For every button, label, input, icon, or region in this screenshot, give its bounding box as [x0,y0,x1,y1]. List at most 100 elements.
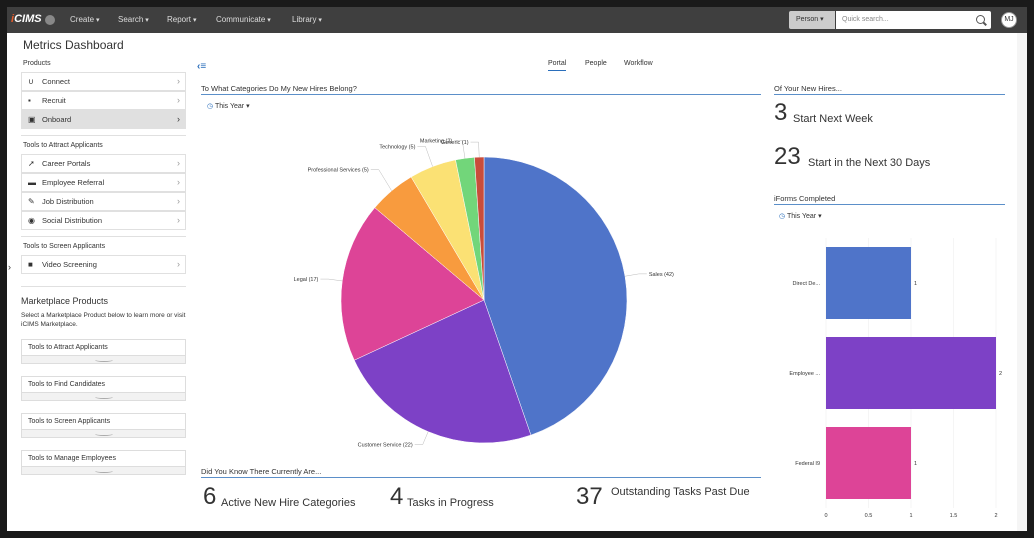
sidebar-divider [21,236,186,237]
iforms-period-select[interactable]: This Year [779,212,822,220]
stat-30-days-num: 23 [774,143,801,170]
x-tick-label: 0 [824,513,827,519]
pie-leader-line [470,141,480,158]
broadcast-icon: ◉ [28,216,35,225]
globe-icon[interactable] [45,15,55,25]
chevron-right-icon: › [177,215,180,225]
collapse-menu-icon[interactable]: ‹≡ [197,61,207,72]
expand-toggle[interactable] [22,392,185,400]
did-you-know-title: Did You Know There Currently Are... [201,467,322,476]
quick-search-placeholder: Quick search... [842,16,889,23]
stat-overdue-num: 37 [576,483,603,510]
users-icon: ▬ [28,178,36,187]
new-hires-title: Of Your New Hires... [774,84,842,93]
app-window: iCIMS Create Search Report Communicate L… [7,7,1027,531]
tab-people[interactable]: People [585,60,607,67]
pin-icon: ✎ [28,197,35,206]
pie-slice[interactable] [474,156,485,301]
stat-next-week-num: 3 [774,99,788,126]
section-divider [774,94,1005,95]
pie-leader-line [624,273,647,277]
expand-toggle[interactable] [22,466,185,474]
pie-leader-line [370,169,392,191]
new-hire-categories-pie: Sales (42) Customer Service (22) Legal (17… [294,138,674,449]
sidebar-item-recruit[interactable]: ▪ Recruit › [21,91,186,110]
iforms-bar-chart: 0 0.5 1 1.5 2 Direct De... 1 Employee ... 2 Feder… [789,238,1002,519]
chevron-right-icon: › [177,95,180,105]
top-nav: iCIMS Create Search Report Communicate L… [7,7,1027,33]
chevron-right-icon: › [177,158,180,168]
expand-toggle[interactable] [22,355,185,363]
pie-label: Legal (17) [294,277,319,283]
nav-report[interactable]: Report [167,15,196,24]
quick-search-input[interactable]: Quick search... [836,11,991,29]
bar[interactable] [826,247,911,319]
marketplace-item[interactable]: Tools to Manage Employees [21,450,186,475]
x-tick-label: 2 [994,513,997,519]
pie-leader-line [320,278,343,282]
sidebar-item-connect[interactable]: ∪ Connect › [21,72,186,91]
nav-search[interactable]: Search [118,15,149,24]
stat-categories-label: Active New Hire Categories [221,497,356,509]
marketplace-item[interactable]: Tools to Attract Applicants [21,339,186,364]
chevron-right-icon: › [177,177,180,187]
x-tick-label: 0.5 [865,513,873,519]
pie-leader-line [454,140,466,159]
icims-logo[interactable]: iCIMS [11,13,42,25]
sidebar-item-social-distribution[interactable]: ◉ Social Distribution › [21,211,186,230]
attract-header: Tools to Attract Applicants [23,142,103,149]
stat-tasks-label: Tasks in Progress [407,497,494,509]
sidebar-expand-icon[interactable]: › [8,262,11,272]
pie-leader-line [414,431,429,445]
pie-section-title: To What Categories Do My New Hires Belon… [201,84,357,93]
nav-create[interactable]: Create [70,15,99,24]
nav-library[interactable]: Library [292,15,322,24]
scrollbar[interactable] [1017,33,1027,531]
avatar[interactable]: MJ [1001,12,1017,28]
stat-overdue-label: Outstanding Tasks Past Due [611,486,750,498]
section-divider [201,477,761,478]
pie-slice[interactable] [340,207,485,361]
value-label: 1 [914,281,917,287]
section-divider [774,204,1005,205]
pie-label: Generic (1) [441,140,469,146]
marketplace-item[interactable]: Tools to Find Candidates [21,376,186,401]
bar[interactable] [826,337,996,409]
search-type-select[interactable]: Person ▾ [789,11,835,29]
pie-label: Technology (5) [379,144,415,150]
expand-toggle[interactable] [22,429,185,437]
stat-tasks-num: 4 [390,483,404,510]
section-divider [201,94,761,95]
category-label: Employee ... [789,371,820,377]
pie-slice[interactable] [483,156,628,436]
value-label: 2 [999,371,1002,377]
iforms-title: iForms Completed [774,194,836,203]
sidebar-divider [21,286,186,287]
tab-workflow[interactable]: Workflow [624,60,653,67]
sidebar-item-career-portals[interactable]: ➚ Career Portals › [21,154,186,173]
pie-label: Customer Service (22) [358,443,413,449]
sidebar-divider [21,135,186,136]
stat-next-week-label: Start Next Week [793,113,873,125]
screen-header: Tools to Screen Applicants [23,243,106,250]
sidebar-item-video-screening[interactable]: ■ Video Screening › [21,255,186,274]
chevron-right-icon: › [177,259,180,269]
bar[interactable] [826,427,911,499]
marketplace-item[interactable]: Tools to Screen Applicants [21,413,186,438]
tab-portal[interactable]: Portal [548,60,567,71]
chevron-right-icon: › [177,114,180,124]
category-label: Direct De... [792,281,820,287]
search-icon[interactable] [976,15,985,24]
id-card-icon: ▣ [28,115,36,124]
marketplace-desc: Select a Marketplace Product below to le… [21,312,186,328]
sidebar-item-onboard[interactable]: ▣ Onboard › [21,110,186,129]
x-tick-label: 1 [909,513,912,519]
briefcase-icon: ▪ [28,96,31,105]
sidebar-item-job-distribution[interactable]: ✎ Job Distribution › [21,192,186,211]
value-label: 1 [914,461,917,467]
nav-communicate[interactable]: Communicate [216,15,271,24]
pie-period-select[interactable]: This Year [207,102,250,110]
sidebar-item-employee-referral[interactable]: ▬ Employee Referral › [21,173,186,192]
pie-leader-line [417,146,433,167]
pie-label: Sales (42) [649,272,674,278]
